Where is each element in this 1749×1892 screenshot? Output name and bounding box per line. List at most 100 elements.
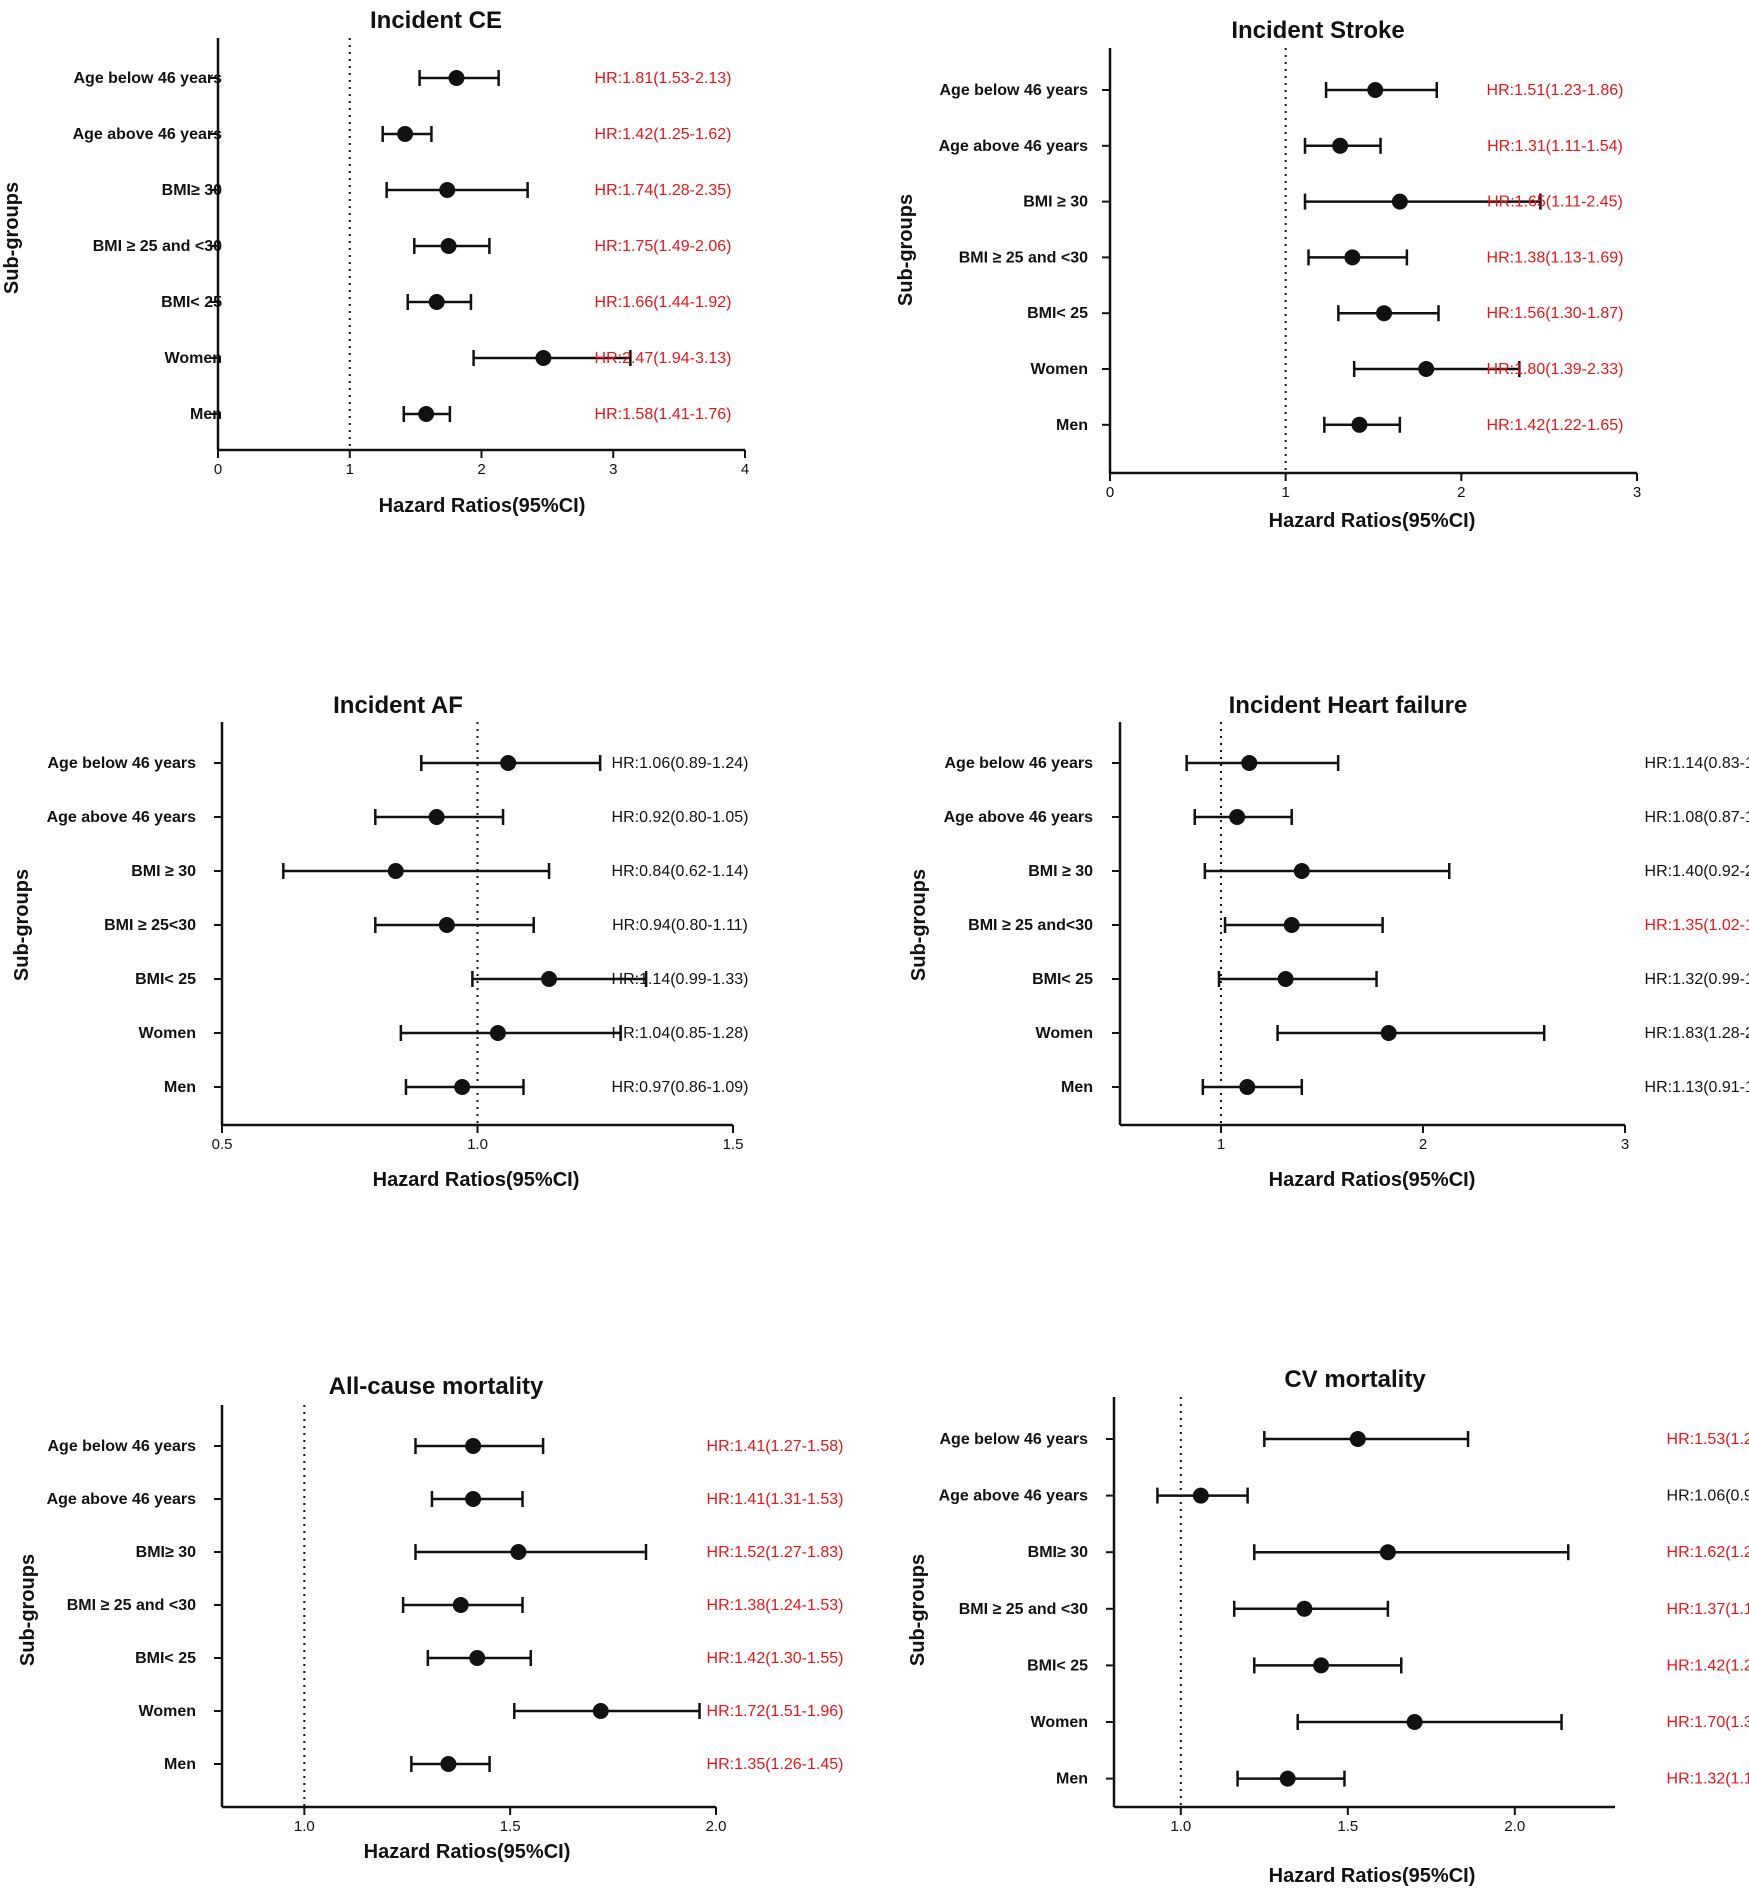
hr-point	[1351, 416, 1368, 433]
row-label: Women	[1036, 1025, 1093, 1042]
hr-value-label: HR:1.08(0.87-1.35)	[1645, 809, 1749, 826]
hr-value-label: HR:1.32(0.99-1.77)	[1645, 971, 1749, 988]
x-axis-title: Hazard Ratios(95%CI)	[379, 495, 586, 517]
hr-value-label: HR:1.14(0.99-1.33)	[612, 971, 749, 988]
panel-title: Incident Stroke	[1231, 17, 1404, 44]
x-tick-label: 3	[1621, 1136, 1629, 1153]
row-label: BMI ≥ 30	[1023, 194, 1088, 211]
row-label: BMI ≥ 25 and <30	[67, 1597, 196, 1614]
y-axis-title: Sub-groups	[908, 869, 930, 981]
x-axis-title: Hazard Ratios(95%CI)	[373, 1169, 580, 1191]
x-tick-label: 1	[1281, 484, 1289, 501]
x-tick-label: 0.5	[212, 1136, 233, 1153]
x-tick-label: 1.5	[500, 1818, 521, 1835]
panel-title: All-cause mortality	[329, 1373, 544, 1400]
forest-panel-6: CV mortality 1.0 1.5 2.0 Hazard Ratios(95%CI…	[907, 1366, 1749, 1887]
hr-value-label: HR:1.42(1.22-1.65)	[1487, 417, 1624, 434]
x-tick-label: 1.0	[467, 1136, 488, 1153]
hr-value-label: HR:1.62(1.22-2.16)	[1667, 1544, 1749, 1561]
row-label: Age above 46 years	[73, 126, 223, 143]
row-label: Men	[1056, 1771, 1088, 1788]
row-label: BMI ≥ 30	[131, 863, 196, 880]
hr-value-label: HR:1.06(0.93-1.20)	[1667, 1488, 1749, 1505]
x-tick-label: 1	[346, 461, 354, 478]
hr-value-label: HR:0.84(0.62-1.14)	[612, 863, 749, 880]
hr-point	[387, 863, 404, 879]
hr-value-label: HR:1.37(1.16-1.62)	[1667, 1601, 1749, 1618]
hr-value-label: HR:1.75(1.49-2.06)	[595, 238, 732, 255]
x-axis-title: Hazard Ratios(95%CI)	[1269, 1169, 1476, 1191]
hr-point	[535, 350, 552, 366]
hr-point	[418, 406, 435, 422]
forest-panel-2: Incident Stroke 0 1 2 3 Hazard Ratios(95%CI) S…	[895, 17, 1641, 532]
x-tick-label: 2.0	[1504, 1818, 1525, 1835]
hr-point	[465, 1491, 482, 1507]
row-label: Age below 46 years	[47, 1438, 196, 1455]
row-label: BMI ≥ 25 and<30	[968, 917, 1093, 934]
hr-value-label: HR:1.31(1.11-1.54)	[1487, 138, 1623, 155]
hr-value-label: HR:1.41(1.27-1.58)	[707, 1438, 844, 1455]
x-tick-label: 0	[214, 461, 222, 478]
row-label: Age above 46 years	[939, 138, 1089, 155]
row-label: BMI≥ 30	[162, 182, 222, 199]
hr-point	[440, 238, 457, 254]
hr-value-label: HR:1.35(1.26-1.45)	[707, 1756, 844, 1773]
forest-panel-3: Incident AF 0.5 1.0 1.5 Hazard Ratios(95%CI)…	[11, 692, 748, 1191]
hr-value-label: HR:1.58(1.41-1.76)	[595, 406, 732, 423]
hr-point	[1376, 305, 1393, 322]
x-tick-label: 3	[609, 461, 617, 478]
row-label: BMI< 25	[1032, 971, 1093, 988]
hr-value-label: HR:1.32(1.17-1.49)	[1667, 1771, 1749, 1788]
hr-value-label: HR:0.92(0.80-1.05)	[612, 809, 749, 826]
hr-value-label: HR:1.53(1.25-1.86)	[1667, 1431, 1749, 1448]
panel-title: Incident AF	[333, 692, 463, 719]
x-axis-title: Hazard Ratios(95%CI)	[1269, 510, 1476, 532]
hr-point	[1192, 1487, 1209, 1504]
hr-value-label: HR:1.40(0.92-2.13)	[1645, 863, 1749, 880]
row-label: BMI< 25	[135, 1650, 196, 1667]
hr-value-label: HR:1.70(1.35-2.14)	[1667, 1714, 1749, 1731]
row-label: Age below 46 years	[47, 755, 196, 772]
hr-point	[454, 1079, 471, 1095]
hr-point	[1239, 1079, 1256, 1095]
hr-point	[438, 917, 455, 933]
hr-point	[510, 1544, 527, 1560]
hr-point	[1379, 1544, 1396, 1561]
hr-point	[1391, 193, 1408, 210]
hr-point	[1313, 1657, 1330, 1674]
row-label: Age above 46 years	[47, 809, 197, 826]
hr-value-label: HR:1.42(1.22-2.16)	[1667, 1657, 1749, 1674]
x-tick-label: 1.5	[1337, 1818, 1358, 1835]
hr-point	[452, 1597, 469, 1613]
hr-value-label: HR:1.06(0.89-1.24)	[612, 755, 749, 772]
row-label: BMI< 25	[135, 971, 196, 988]
x-tick-label: 2	[477, 461, 485, 478]
x-tick-label: 1.5	[723, 1136, 744, 1153]
hr-point	[1418, 361, 1435, 377]
hr-point	[489, 1025, 506, 1041]
hr-point	[1349, 1431, 1366, 1447]
forest-panel-4: Incident Heart failure 1 2 3 Hazard Ratios(9…	[908, 692, 1749, 1191]
row-label: Women	[139, 1025, 196, 1042]
hr-point	[440, 1756, 457, 1772]
hr-value-label: HR:1.52(1.27-1.83)	[707, 1544, 844, 1561]
row-label: Women	[139, 1703, 196, 1720]
hr-point	[448, 70, 465, 86]
hr-value-label: HR:1.56(1.30-1.87)	[1487, 305, 1624, 322]
y-axis-title: Sub-groups	[1, 182, 23, 294]
hr-value-label: HR:1.42(1.25-1.62)	[595, 126, 732, 143]
row-label: Age above 46 years	[939, 1488, 1089, 1505]
x-tick-label: 2	[1419, 1136, 1427, 1153]
row-label: BMI ≥ 25 and <30	[959, 249, 1088, 266]
x-tick-label: 1	[1217, 1136, 1225, 1153]
hr-value-label: HR:0.97(0.86-1.09)	[612, 1079, 749, 1096]
row-label: Men	[1061, 1079, 1093, 1096]
panel-title: Incident CE	[370, 7, 502, 34]
row-label: Age below 46 years	[944, 755, 1093, 772]
hr-value-label: HR:2.47(1.94-3.13)	[595, 350, 732, 367]
hr-value-label: HR:1.81(1.53-2.13)	[595, 70, 732, 87]
hr-value-label: HR:1.51(1.23-1.86)	[1487, 82, 1624, 99]
x-tick-label: 2.0	[706, 1818, 727, 1835]
x-tick-label: 0	[1106, 484, 1114, 501]
hr-value-label: HR:1.65(1.11-2.45)	[1487, 194, 1623, 211]
